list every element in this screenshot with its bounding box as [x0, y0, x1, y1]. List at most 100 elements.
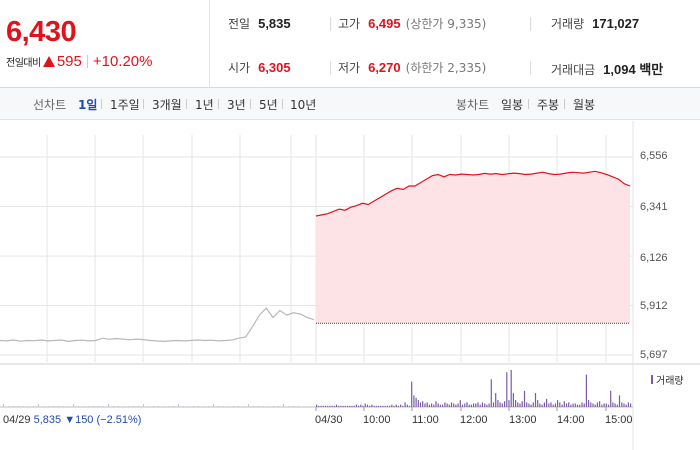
- volume-bar: [208, 406, 209, 407]
- volume-bar: [38, 404, 39, 407]
- volume-bar: [371, 404, 373, 407]
- volume-bar: [464, 403, 466, 407]
- divider: [282, 99, 283, 109]
- stat-label: 거래대금: [551, 63, 596, 77]
- candle-tab-daily[interactable]: 일봉: [501, 98, 524, 112]
- volume-legend: 거래량: [651, 372, 684, 387]
- divider: [143, 99, 144, 109]
- volume-bar: [263, 406, 264, 407]
- volume-bar: [581, 402, 583, 407]
- change-amount: 595: [56, 53, 82, 70]
- volume-bar: [492, 402, 495, 407]
- volume-bar: [468, 404, 470, 407]
- period-tab-3m[interactable]: 3개월: [152, 98, 182, 112]
- divider: [101, 99, 102, 109]
- volume-bar: [78, 406, 79, 407]
- volume-bar: [293, 406, 294, 407]
- volume-bar: [213, 404, 214, 407]
- volume-bar: [347, 405, 349, 407]
- period-tab-1y[interactable]: 1년: [195, 98, 214, 112]
- period-tab-10y[interactable]: 10년: [290, 98, 317, 112]
- volume-bar: [565, 403, 568, 407]
- x-tick-label: 13:00: [509, 414, 537, 426]
- volume-bar: [470, 404, 472, 407]
- volume-bar: [333, 405, 335, 407]
- today-area-fill: [316, 171, 630, 324]
- volume-bar: [506, 372, 508, 407]
- volume-bar: [322, 405, 324, 407]
- volume-bar: [621, 402, 623, 407]
- volume-bar: [28, 406, 29, 407]
- volume-bar: [455, 404, 457, 407]
- volume-bar: [382, 405, 384, 407]
- volume-bar: [618, 395, 621, 407]
- period-tab-1d[interactable]: 1일: [78, 98, 98, 112]
- stat-value: 6,305: [258, 60, 291, 75]
- volume-bar: [397, 405, 399, 407]
- volume-bar: [450, 402, 453, 407]
- volume-bar: [400, 404, 402, 407]
- volume-bar: [550, 402, 552, 407]
- volume-bar: [530, 404, 532, 407]
- volume-bar: [630, 403, 632, 407]
- volume-bar: [360, 404, 362, 407]
- volume-bar: [413, 395, 415, 407]
- y-tick-label: 5,697: [640, 349, 668, 361]
- stat-label: 저가: [338, 61, 361, 75]
- divider: [330, 61, 331, 75]
- stat-high: 고가 6,495 (상한가 9,335): [338, 15, 486, 32]
- volume-bar: [327, 405, 329, 407]
- period-tab-3y[interactable]: 3년: [227, 98, 246, 112]
- volume-bar: [546, 398, 548, 407]
- volume-bar: [18, 406, 19, 407]
- volume-bar: [433, 404, 435, 407]
- volume-bar: [583, 403, 585, 407]
- volume-bar: [153, 406, 154, 407]
- volume-bar: [446, 403, 448, 407]
- volume-bar: [512, 393, 514, 407]
- volume-bar: [133, 406, 134, 407]
- prev-date: 04/29: [3, 414, 31, 426]
- volume-bar: [33, 406, 34, 407]
- period-tab-5y[interactable]: 5년: [259, 98, 278, 112]
- volume-bar: [588, 400, 590, 407]
- volume-bar: [532, 402, 534, 407]
- candle-tab-monthly[interactable]: 월봉: [573, 98, 596, 112]
- volume-bar: [411, 381, 413, 407]
- volume-bar: [459, 400, 461, 407]
- stat-value: 6,270: [368, 60, 401, 75]
- volume-bar: [108, 404, 109, 407]
- candle-tab-weekly[interactable]: 주봉: [537, 98, 560, 112]
- volume-bar: [402, 405, 404, 407]
- volume-bar: [349, 405, 351, 407]
- volume-bar: [442, 404, 444, 407]
- prev-day-info: 04/29 5,835 ▼150 (−2.51%): [3, 414, 141, 426]
- volume-bar: [168, 406, 169, 407]
- volume-bar: [248, 404, 249, 407]
- period-tab-1w[interactable]: 1주일: [110, 98, 140, 112]
- volume-bar: [404, 402, 406, 407]
- volume-bar: [548, 403, 550, 407]
- volume-bar: [419, 402, 422, 407]
- volume-bar: [466, 402, 468, 407]
- volume-bar: [13, 406, 14, 407]
- volume-bar: [435, 401, 437, 407]
- volume-bar: [68, 406, 69, 407]
- divider: [330, 17, 331, 31]
- current-price: 6,430: [6, 16, 77, 48]
- divider: [530, 17, 531, 31]
- volume-bar: [384, 405, 386, 407]
- volume-bar: [519, 403, 521, 407]
- current-price-box: 6,430 전일대비 595 +10.20%: [0, 0, 210, 88]
- volume-bar: [98, 406, 99, 407]
- chart-toolbar: 선차트 1일 1주일 3개월 1년 3년 5년 10년 봉차트 일봉 주봉 월봉: [0, 88, 700, 120]
- volume-bar: [495, 393, 497, 407]
- volume-bar: [364, 403, 366, 407]
- volume-bar: [504, 401, 506, 407]
- volume-bar: [103, 406, 104, 407]
- volume-bar: [128, 406, 129, 407]
- volume-bar: [497, 400, 499, 407]
- volume-bar: [570, 404, 572, 407]
- volume-bar: [338, 405, 340, 407]
